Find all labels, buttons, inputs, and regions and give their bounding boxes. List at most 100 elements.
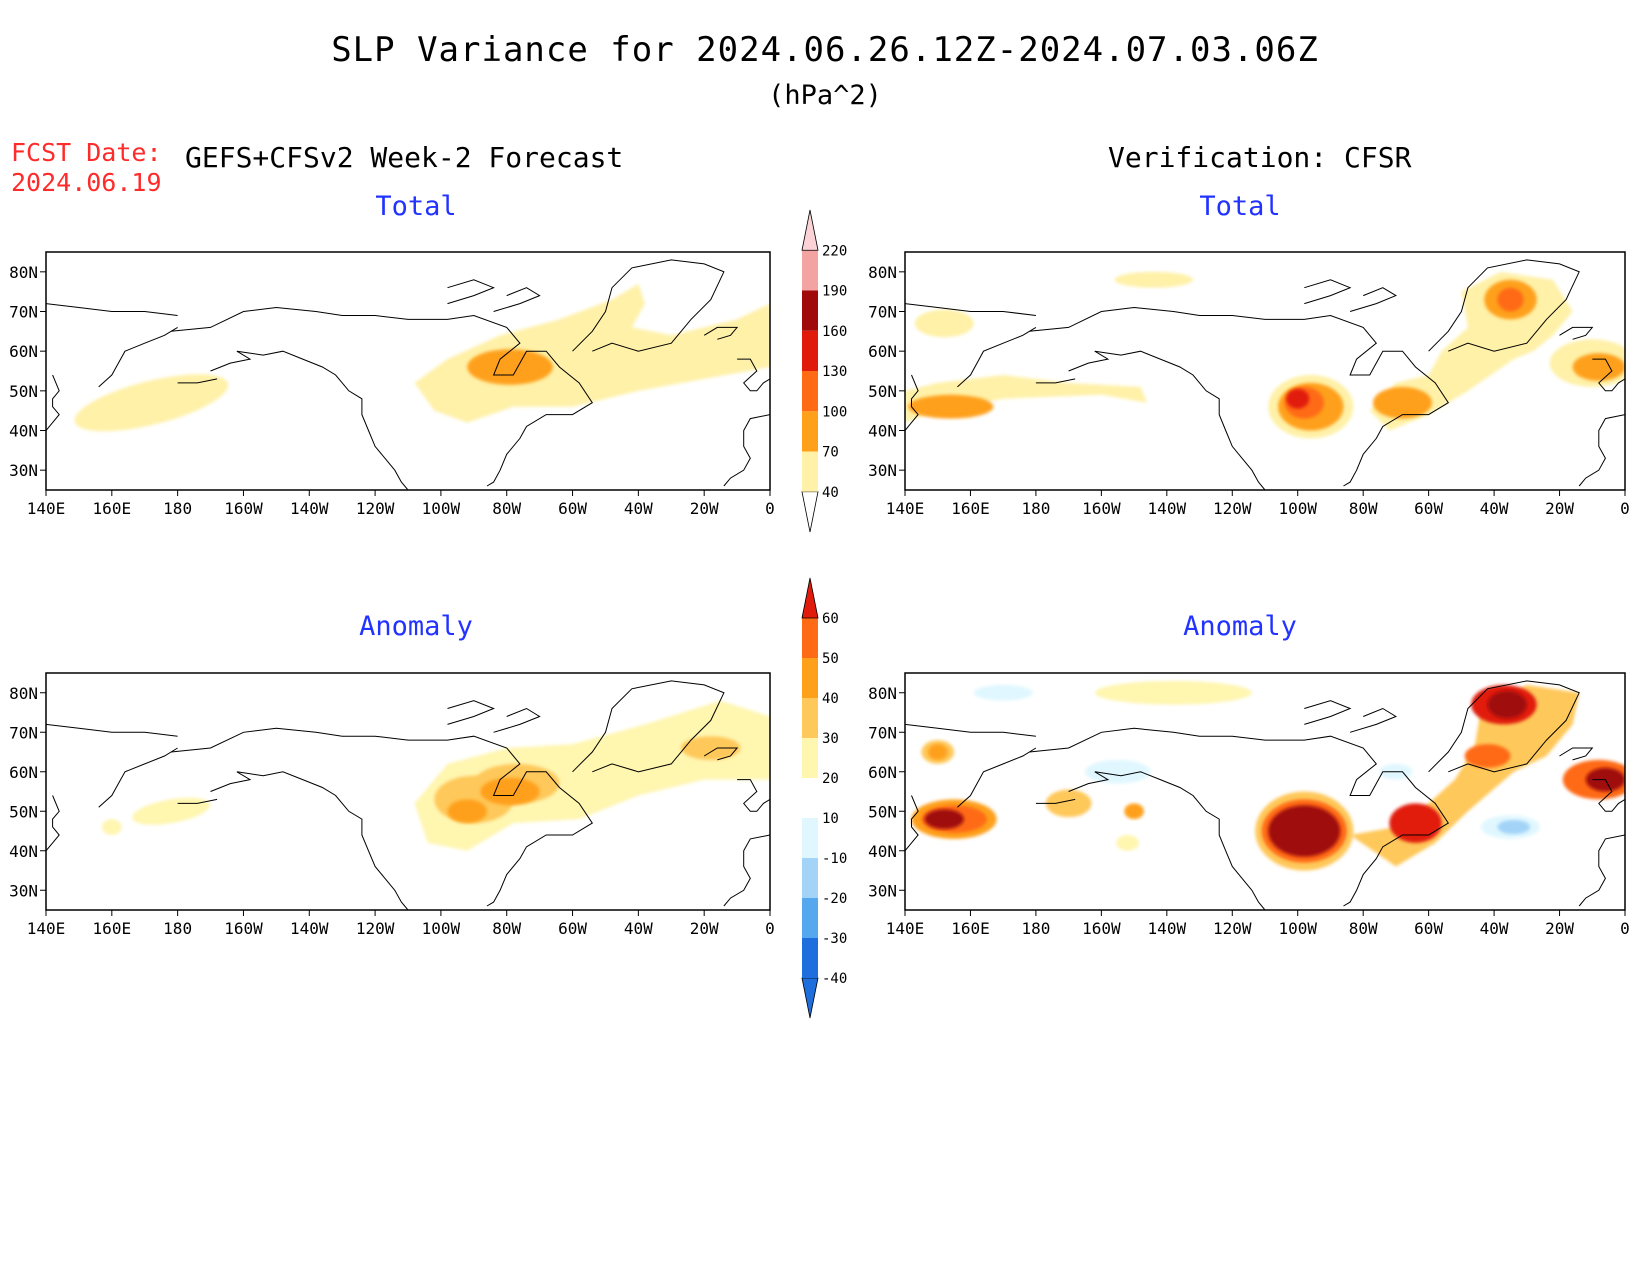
forecast-date-value: 2024.06.19 [11,168,162,197]
atlantic-variance-band [414,283,770,423]
coastline-segment [46,374,60,431]
colorbar-swatch [802,618,818,658]
coastline-segment [905,303,1036,316]
lon-tick-label: 140W [290,919,329,938]
lon-tick-label: 160W [224,919,263,938]
coastline-segment [171,306,594,487]
coastline-segment [1559,747,1594,761]
coastline-segment [737,779,770,812]
colorbar-tick-label: 160 [822,324,847,340]
european-variance-core [1572,353,1625,381]
pacific-variance-band [905,374,1148,423]
coastline-segment [1592,358,1625,392]
colorbar-tick-label: 60 [822,611,839,627]
coastline-segment [1094,771,1266,910]
coastline-segment [905,795,919,852]
coastline-segment [98,326,178,388]
coastline-segment [572,680,725,773]
lon-tick-label: 0 [1620,919,1630,938]
prairie-anomaly-core [447,799,487,824]
coastline-segment [737,358,770,392]
lon-tick-label: 160W [1082,499,1121,518]
forecast-date-block: FCST Date: 2024.06.19 [11,138,162,198]
kamchatka-anomaly-core [927,744,948,760]
lon-tick-label: 120W [356,499,395,518]
lon-tick-label: 180 [163,499,192,518]
coastline-segment [177,798,218,804]
lon-tick-label: 120W [1213,919,1252,938]
colorbar-swatch [802,290,818,331]
colorbar-swatch [802,371,818,412]
panel-title-verification-total: Total [1199,191,1281,222]
arctic-anomaly-region [1094,680,1252,705]
colorbar-tick-label: 20 [822,771,839,787]
panel-title-forecast-total: Total [375,191,457,222]
coastline-segment [1068,350,1110,372]
coastline-segment [210,350,252,372]
coastline-segment [447,279,495,305]
central-us-anomaly-max [1268,805,1341,857]
pacific-variance-region [74,374,229,432]
panel-title-forecast-anomaly: Anomaly [359,611,473,642]
colorbar-tick-label: -40 [822,971,847,987]
central-canada-variance-max [1286,388,1310,409]
shaded-field-forecast-anomaly [101,700,770,851]
lon-tick-label: 20W [690,919,719,938]
coastline-segment [177,378,218,384]
nova-scotia-anomaly-core [1389,803,1442,843]
lat-tick-label: 80N [868,263,897,282]
map-panel-verification-anomaly: 80N 70N 60N 50N 40N 30N 140E 160E 180 160W 140W 120… [868,672,1630,938]
lon-tick-label: 140E [886,919,925,938]
coastline-segment [1304,700,1352,725]
lon-tick-label: 80W [492,919,521,938]
colorbar-tick-label: 70 [822,445,839,461]
greenland-variance-core [1497,287,1524,312]
lat-tick-label: 50N [9,802,38,821]
lon-tick-label: 160E [93,919,132,938]
lat-tick-label: 60N [9,763,38,782]
coastline-segment [1094,350,1266,490]
colorbar-tick-label: 30 [822,731,839,747]
colorbar-swatch [802,698,818,738]
lon-tick-label: 40W [1480,919,1509,938]
colorbar-bottom-arrow [801,491,819,533]
lat-tick-label: 60N [868,342,897,361]
lon-tick-label: 40W [624,499,653,518]
newfoundland-variance-region [1373,386,1432,419]
greenland-anomaly-max [1487,690,1527,719]
colorbar-anomaly: -40 -30 -20 -10 10 20 30 40 50 60 [801,577,847,1019]
map-frame [904,672,1626,911]
lon-tick-label: 60W [558,919,587,938]
lat-tick-label: 30N [868,461,897,480]
map-frame [904,251,1626,491]
alaska-negative-anomaly [1085,759,1151,784]
lat-tick-label: 60N [868,763,897,782]
lon-tick-label: 160E [93,499,132,518]
lon-tick-label: 140E [27,499,66,518]
coastline-segment [905,723,1036,737]
colorbar-tick-label: 190 [822,284,847,300]
colorbar-tick-label: 130 [822,364,847,380]
coastline-segment [171,727,594,907]
coastline-segment [1559,326,1594,340]
colorbar-swatch [802,658,818,698]
colorbar-tick-label: 220 [822,243,847,259]
lat-tick-label: 40N [868,842,897,861]
kamchatka-variance-region [914,309,974,338]
hudson-anomaly-core [480,777,540,806]
coastline-segment [723,834,770,907]
lon-tick-label: 140W [290,499,329,518]
lon-tick-label: 0 [765,919,775,938]
coastlines-verification-anomaly [905,680,1625,910]
pacific-anomaly-spot [101,819,122,835]
lon-tick-label: 160W [1082,919,1121,938]
lat-tick-label: 60N [9,342,38,361]
colorbar-swatch [802,898,818,938]
coastline-segment [1068,771,1110,792]
labrador-sea-anomaly [1464,744,1511,768]
lat-tick-label: 40N [9,422,38,441]
colorbar-tick-label: 40 [822,691,839,707]
colorbar-swatch [802,938,818,978]
coastline-segment [703,747,739,761]
